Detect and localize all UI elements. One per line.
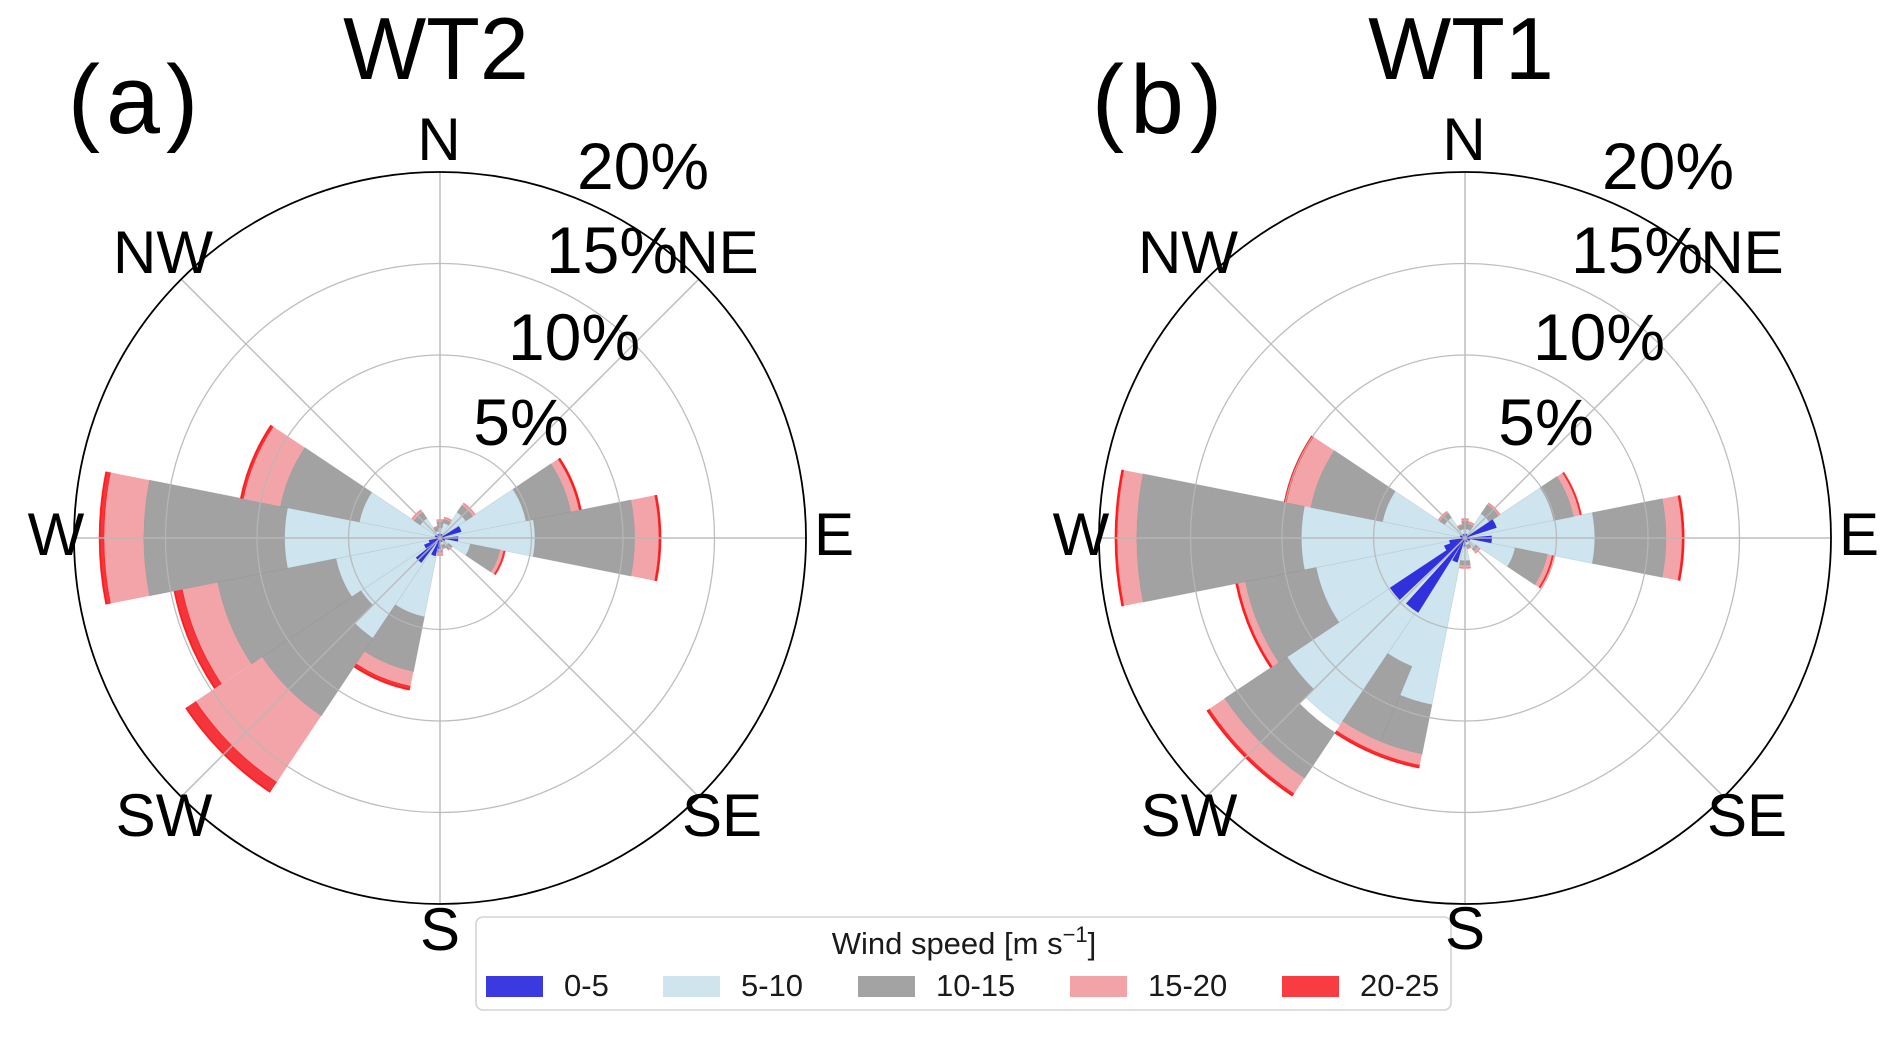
svg-text:5%: 5% — [1498, 385, 1593, 459]
svg-text:10%: 10% — [508, 300, 640, 374]
svg-text:20-25: 20-25 — [1360, 968, 1439, 1003]
svg-text:NE: NE — [1700, 219, 1783, 286]
svg-text:15%: 15% — [1571, 213, 1703, 287]
svg-text:WT2: WT2 — [343, 0, 529, 98]
svg-text:E: E — [814, 501, 854, 568]
svg-text:20%: 20% — [1602, 129, 1734, 203]
svg-text:W: W — [1053, 501, 1110, 568]
svg-text:15-20: 15-20 — [1148, 968, 1227, 1003]
svg-text:S: S — [1445, 895, 1485, 962]
svg-text:W: W — [28, 501, 85, 568]
svg-text:NE: NE — [675, 219, 758, 286]
svg-text:E: E — [1839, 501, 1879, 568]
svg-text:10%: 10% — [1533, 300, 1665, 374]
svg-text:N: N — [417, 106, 460, 173]
svg-text:20%: 20% — [577, 129, 709, 203]
svg-text:15%: 15% — [546, 213, 678, 287]
svg-text:Wind speed [m s−1]: Wind speed [m s−1] — [832, 922, 1097, 962]
svg-text:SE: SE — [682, 782, 762, 849]
svg-text:SE: SE — [1707, 782, 1787, 849]
svg-text:(b): (b) — [1092, 45, 1229, 154]
svg-text:N: N — [1442, 106, 1485, 173]
svg-text:NW: NW — [1138, 219, 1238, 286]
svg-text:5-10: 5-10 — [741, 968, 803, 1003]
svg-text:0-5: 0-5 — [564, 968, 609, 1003]
svg-text:NW: NW — [113, 219, 213, 286]
svg-text:SW: SW — [1141, 782, 1238, 849]
svg-text:WT1: WT1 — [1368, 0, 1554, 98]
svg-text:10-15: 10-15 — [936, 968, 1015, 1003]
svg-text:S: S — [420, 896, 460, 963]
svg-text:SW: SW — [116, 782, 213, 849]
svg-text:(a): (a) — [68, 45, 205, 154]
svg-text:5%: 5% — [473, 385, 568, 459]
